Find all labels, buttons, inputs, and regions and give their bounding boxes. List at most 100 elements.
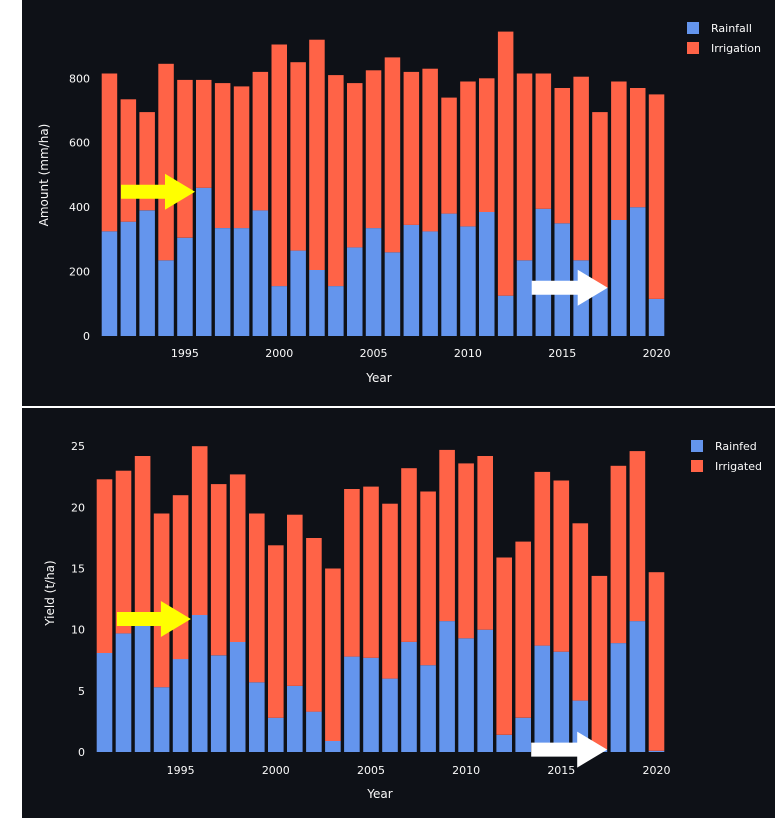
bar-upper-2001 (287, 514, 303, 686)
yellow-arrow-annotation (116, 601, 191, 637)
bar-lower-2018 (610, 643, 627, 752)
bar-upper-2006 (382, 503, 398, 679)
bar-upper-2014 (535, 73, 552, 209)
bar-upper-1998 (233, 86, 250, 229)
bar-upper-1992 (115, 470, 132, 634)
bar-lower-2010 (460, 226, 476, 336)
bar-lower-1992 (115, 633, 132, 752)
x-axis-title: Year (366, 787, 392, 801)
bar-upper-1992 (120, 99, 137, 222)
bar-lower-2015 (553, 651, 570, 752)
yield-stacked-bar-chart: 0 5 10 15 20 25 1995 2000 2005 2010 2015 2020 Year Yi… (43, 440, 762, 801)
bar-lower-1997 (214, 228, 231, 336)
x-tick-label: 2000 (262, 764, 290, 777)
y-tick-label: 5 (78, 685, 85, 698)
y-axis-title: Amount (mm/ha) (37, 124, 51, 227)
bar-lower-2010 (458, 638, 474, 752)
y-axis-title: Yield (t/ha) (43, 560, 57, 626)
bar-upper-2002 (306, 538, 322, 712)
bar-upper-1997 (210, 484, 227, 656)
bar-lower-2006 (384, 252, 401, 336)
bar-upper-1997 (214, 83, 231, 228)
bar-lower-1999 (249, 682, 265, 752)
bar-lower-2001 (287, 686, 303, 752)
bar-upper-1999 (249, 513, 265, 683)
bar-lower-2007 (403, 224, 420, 336)
bar-upper-2007 (401, 468, 417, 642)
bar-upper-2012 (497, 31, 514, 296)
legend-entry: Rainfall (711, 22, 752, 35)
bar-upper-2005 (365, 70, 382, 229)
bar-upper-2018 (611, 81, 627, 220)
bar-lower-2009 (439, 621, 455, 752)
bar-upper-2018 (610, 465, 627, 644)
bar-upper-2000 (268, 545, 284, 718)
bar-lower-2003 (325, 741, 341, 752)
bar-lower-2000 (268, 717, 284, 752)
bar-lower-1993 (139, 210, 155, 336)
bottom-chart-panel: 0 5 10 15 20 25 1995 2000 2005 2010 2015 2020 Year Yi… (22, 408, 775, 818)
bar-lower-1992 (120, 221, 137, 336)
bar-upper-2009 (439, 449, 455, 622)
bar-lower-1996 (191, 615, 208, 752)
bar-upper-2000 (271, 44, 287, 287)
bar-upper-2003 (328, 75, 344, 287)
x-tick-label: 2005 (360, 347, 388, 360)
bar-lower-2019 (630, 207, 646, 336)
y-tick-label: 600 (69, 137, 90, 150)
bar-lower-2009 (441, 213, 457, 336)
y-tick-label: 25 (71, 440, 85, 453)
x-tick-label: 2000 (265, 347, 293, 360)
bar-upper-2013 (515, 541, 531, 718)
bar-upper-2015 (554, 88, 570, 224)
bar-upper-2010 (458, 463, 474, 639)
bar-lower-2006 (382, 678, 398, 752)
bar-upper-1996 (196, 79, 212, 188)
bar-upper-2011 (477, 456, 493, 630)
x-tick-label: 1995 (171, 347, 199, 360)
bar-lower-2008 (420, 665, 436, 752)
bar-lower-2011 (479, 212, 495, 336)
bar-upper-1995 (177, 79, 193, 238)
bar-upper-1994 (153, 513, 170, 688)
bar-upper-2014 (534, 471, 551, 646)
bar-lower-1995 (172, 659, 189, 752)
bar-upper-1995 (172, 495, 189, 660)
x-tick-label: 2015 (548, 347, 576, 360)
bar-lower-2002 (309, 270, 325, 336)
bar-upper-2008 (420, 491, 436, 666)
bar-upper-2009 (441, 97, 457, 214)
bar-lower-2014 (535, 208, 552, 336)
x-tick-label: 2020 (642, 764, 670, 777)
bar-lower-2004 (344, 656, 360, 752)
x-tick-label: 2010 (452, 764, 480, 777)
legend-swatch (691, 440, 703, 452)
bar-lower-2015 (554, 223, 570, 336)
y-tick-label: 15 (71, 563, 85, 576)
x-tick-label: 2015 (547, 764, 575, 777)
y-tick-label: 0 (83, 330, 90, 343)
bar-upper-2020 (648, 94, 665, 299)
bar-lower-1999 (252, 210, 269, 336)
y-tick-label: 0 (78, 746, 85, 759)
bar-upper-1996 (191, 446, 208, 615)
y-tick-label: 400 (69, 201, 90, 214)
bar-lower-1998 (233, 228, 250, 336)
x-axis-title: Year (365, 371, 391, 385)
amount-stacked-bar-chart: 0 200 400 600 800 1995 2000 2005 2010 2015 2020 Yea… (37, 22, 761, 385)
bar-lower-2017 (592, 287, 608, 336)
bar-lower-2001 (290, 250, 306, 336)
bar-upper-2003 (325, 568, 341, 741)
bar-lower-1997 (210, 655, 227, 752)
bar-lower-1996 (196, 187, 212, 336)
bar-upper-1991 (96, 479, 113, 653)
bar-upper-2002 (309, 39, 325, 271)
bar-upper-2010 (460, 81, 476, 227)
bar-lower-1994 (158, 260, 174, 336)
bar-upper-1999 (252, 71, 269, 211)
bar-lower-2019 (629, 621, 646, 752)
bar-upper-2004 (344, 489, 360, 657)
bar-upper-2019 (629, 451, 646, 622)
bar-upper-2001 (290, 62, 306, 251)
legend-entry: Rainfed (715, 440, 757, 453)
